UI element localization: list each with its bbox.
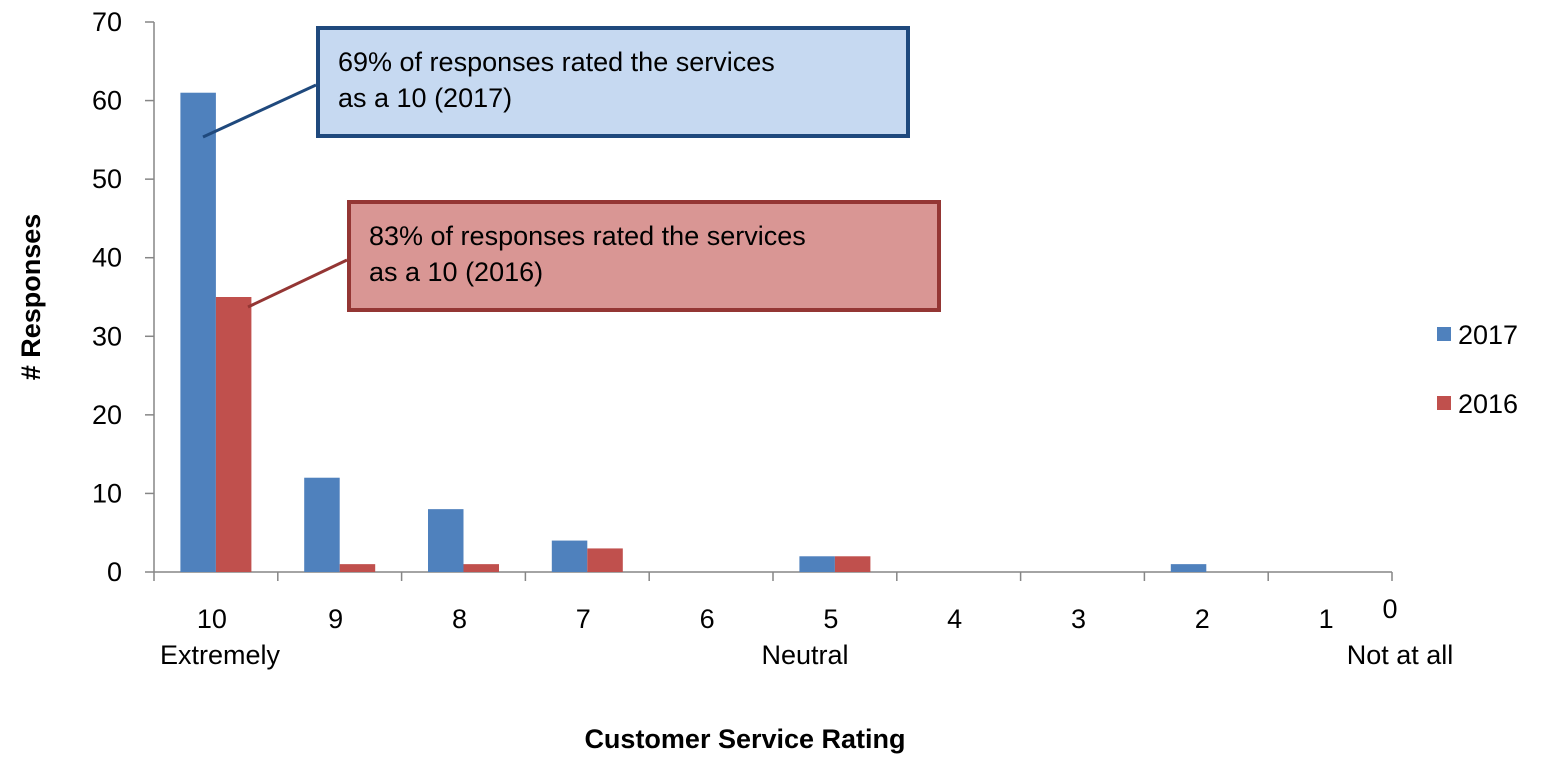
callout: 69% of responses rated the services as a… bbox=[316, 26, 910, 138]
bar bbox=[304, 477, 340, 572]
y-tick-label: 60 bbox=[92, 86, 122, 116]
x-sublabel: Not at all bbox=[1347, 640, 1454, 670]
y-tick-label: 50 bbox=[92, 164, 122, 194]
callout: 83% of responses rated the services as a… bbox=[347, 200, 941, 312]
x-tick-label: 9 bbox=[328, 604, 343, 634]
bar bbox=[834, 556, 871, 572]
y-axis-title: # Responses bbox=[16, 214, 46, 381]
callout-text: 69% of responses rated the services as a… bbox=[338, 47, 775, 113]
bar bbox=[428, 509, 464, 572]
callout-leader bbox=[247, 258, 348, 309]
x-sublabel: Neutral bbox=[761, 640, 848, 670]
bar bbox=[215, 297, 252, 572]
callout-leader bbox=[202, 83, 317, 139]
legend-label: 2016 bbox=[1458, 389, 1518, 419]
bar bbox=[799, 556, 835, 572]
bar bbox=[180, 92, 216, 572]
x-tick-label: 2 bbox=[1195, 604, 1210, 634]
x-tick-label: 4 bbox=[947, 604, 962, 634]
x-tick-label: 8 bbox=[452, 604, 467, 634]
y-tick-label: 30 bbox=[92, 321, 122, 351]
x-tick-label: 3 bbox=[1071, 604, 1086, 634]
bar bbox=[339, 564, 376, 572]
x-sublabel: Extremely bbox=[160, 640, 281, 670]
y-tick-label: 70 bbox=[92, 7, 122, 37]
x-end-label: 0 bbox=[1382, 594, 1397, 624]
x-tick-label: 7 bbox=[576, 604, 591, 634]
x-axis-title: Customer Service Rating bbox=[584, 724, 905, 754]
bar bbox=[463, 564, 499, 572]
x-tick-label: 5 bbox=[823, 604, 838, 634]
bar bbox=[587, 548, 623, 572]
bar bbox=[1170, 564, 1207, 572]
x-tick-label: 10 bbox=[197, 604, 227, 634]
legend-label: 2017 bbox=[1458, 320, 1518, 350]
y-tick-label: 10 bbox=[92, 478, 122, 508]
x-tick-label: 1 bbox=[1319, 604, 1334, 634]
bar bbox=[551, 540, 588, 572]
callout-text: 83% of responses rated the services as a… bbox=[369, 221, 806, 287]
x-tick-label: 6 bbox=[700, 604, 715, 634]
legend-swatch bbox=[1437, 327, 1451, 341]
y-tick-label: 20 bbox=[92, 400, 122, 430]
y-tick-label: 40 bbox=[92, 243, 122, 273]
legend-swatch bbox=[1437, 396, 1451, 410]
y-tick-label: 0 bbox=[107, 557, 122, 587]
